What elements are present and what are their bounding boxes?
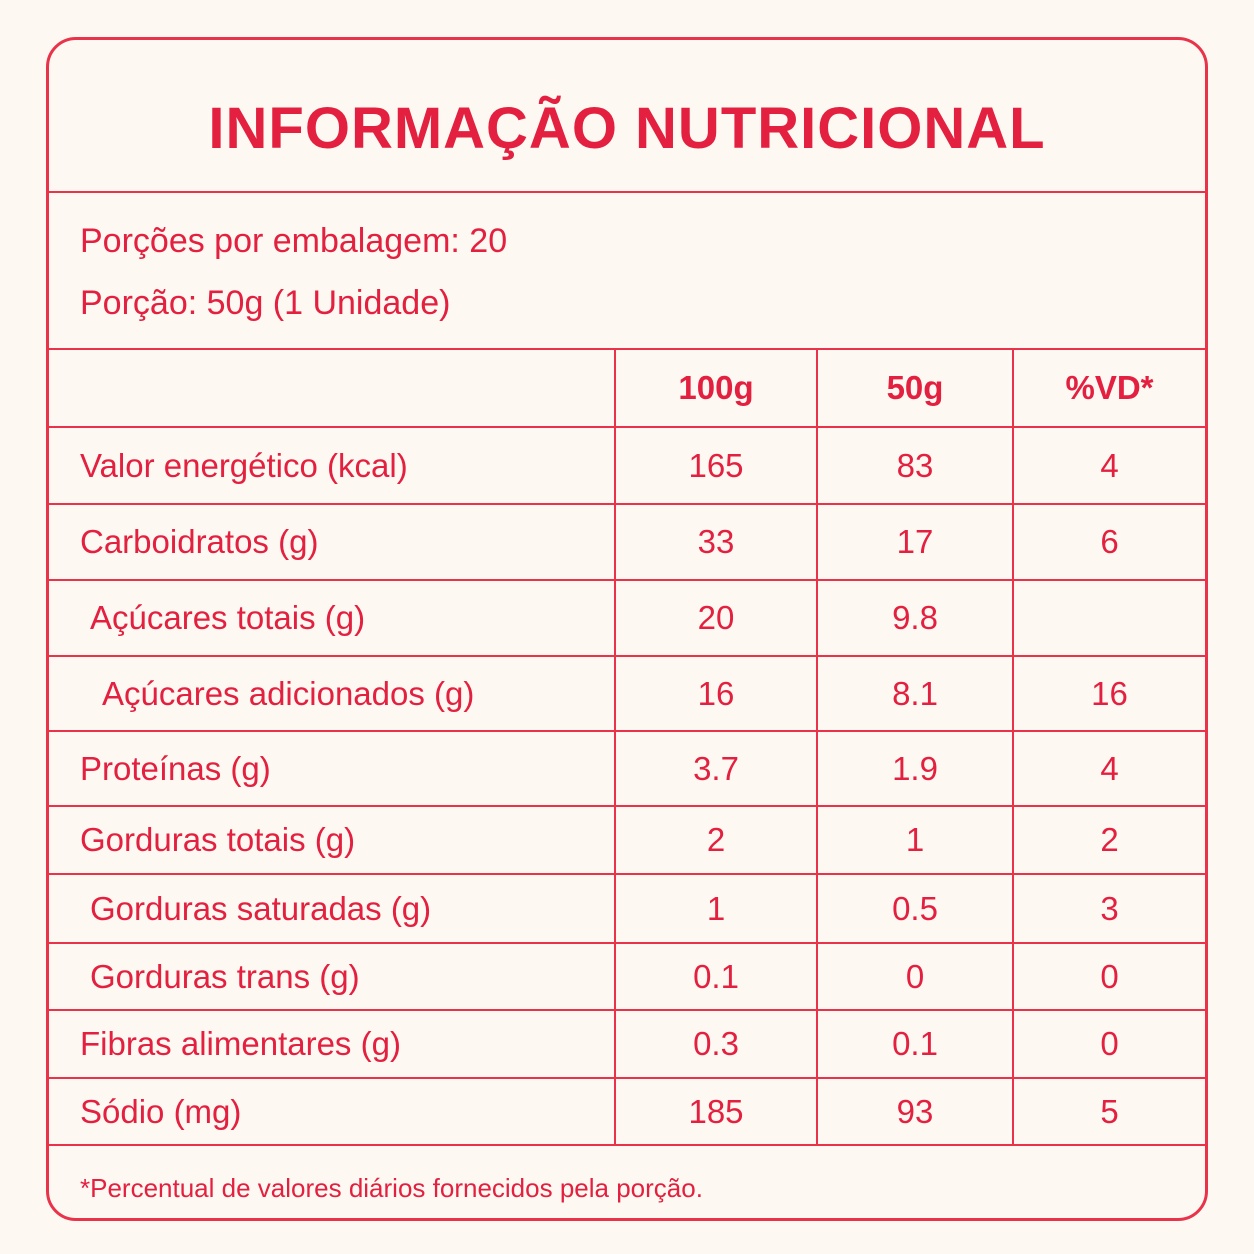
title: INFORMAÇÃO NUTRICIONAL <box>208 96 1046 161</box>
nutrient-value: 0 <box>1012 1009 1205 1079</box>
nutrient-value: 185 <box>614 1077 818 1146</box>
nutrient-name: Fibras alimentares (g) <box>49 1009 616 1079</box>
nutrient-row: Gorduras totais (g) 2 1 2 <box>49 805 1205 875</box>
nutrient-value: 17 <box>816 503 1014 581</box>
nutrient-value: 1.9 <box>816 730 1014 807</box>
header-cell: 50g <box>816 348 1014 428</box>
nutrient-name: Gorduras trans (g) <box>49 942 616 1011</box>
nutrient-row: Gorduras saturadas (g) 1 0.5 3 <box>49 873 1205 944</box>
nutrient-value: 16 <box>1012 655 1205 732</box>
nutrient-value: 16 <box>614 655 818 732</box>
nutrient-value: 0.1 <box>614 942 818 1011</box>
header-row: 100g 50g %VD* <box>49 348 1205 428</box>
nutrient-row: Fibras alimentares (g) 0.3 0.1 0 <box>49 1009 1205 1079</box>
nutrient-value: 2 <box>1012 805 1205 875</box>
portion-size: Porção: 50g (1 Unidade) <box>80 284 451 322</box>
nutrient-name: Gorduras saturadas (g) <box>49 873 616 944</box>
nutrient-row: Valor energético (kcal) 165 83 4 <box>49 426 1205 505</box>
nutrient-row: Carboidratos (g) 33 17 6 <box>49 503 1205 581</box>
nutrient-value: 0.5 <box>816 873 1014 944</box>
nutrient-name: Proteínas (g) <box>49 730 616 807</box>
nutrient-row: Açúcares totais (g) 20 9.8 <box>49 579 1205 657</box>
nutrient-value: 5 <box>1012 1077 1205 1146</box>
nutrient-value: 2 <box>614 805 818 875</box>
nutrient-name: Valor energético (kcal) <box>49 426 616 505</box>
nutrient-value <box>1012 579 1205 657</box>
nutrient-value: 3 <box>1012 873 1205 944</box>
nutrient-name: Açúcares adicionados (g) <box>49 655 616 732</box>
nutrient-value: 83 <box>816 426 1014 505</box>
header-cell: 100g <box>614 348 818 428</box>
nutrient-value: 1 <box>614 873 818 944</box>
footnote: *Percentual de valores diários fornecido… <box>80 1173 703 1203</box>
nutrient-row: Gorduras trans (g) 0.1 0 0 <box>49 942 1205 1011</box>
nutrient-name: Açúcares totais (g) <box>49 579 616 657</box>
nutrient-value: 0.3 <box>614 1009 818 1079</box>
nutrient-value: 0 <box>816 942 1014 1011</box>
label-frame: INFORMAÇÃO NUTRICIONAL Porções por embal… <box>46 37 1208 1221</box>
nutrient-value: 3.7 <box>614 730 818 807</box>
nutrient-value: 0.1 <box>816 1009 1014 1079</box>
nutrient-row: Sódio (mg) 185 93 5 <box>49 1077 1205 1146</box>
nutrient-value: 6 <box>1012 503 1205 581</box>
nutrient-row: Proteínas (g) 3.7 1.9 4 <box>49 730 1205 807</box>
nutrient-name: Gorduras totais (g) <box>49 805 616 875</box>
nutrient-value: 4 <box>1012 426 1205 505</box>
nutrient-value: 33 <box>614 503 818 581</box>
nutrient-row: Açúcares adicionados (g) 16 8.1 16 <box>49 655 1205 732</box>
nutrient-name: Carboidratos (g) <box>49 503 616 581</box>
header-cell: %VD* <box>1012 348 1205 428</box>
nutrient-value: 20 <box>614 579 818 657</box>
portions: Porções por embalagem: 20 <box>80 222 508 260</box>
nutrition-table: 100g 50g %VD* Valor energético (kcal) 165… <box>49 348 1205 1146</box>
nutrient-value: 0 <box>1012 942 1205 1011</box>
nutrient-value: 165 <box>614 426 818 505</box>
nutrient-name: Sódio (mg) <box>49 1077 616 1146</box>
header-cell <box>49 348 616 428</box>
nutrient-value: 8.1 <box>816 655 1014 732</box>
nutrient-value: 4 <box>1012 730 1205 807</box>
nutrient-value: 93 <box>816 1077 1014 1146</box>
nutrient-value: 9.8 <box>816 579 1014 657</box>
divider <box>49 191 1205 193</box>
nutrient-value: 1 <box>816 805 1014 875</box>
